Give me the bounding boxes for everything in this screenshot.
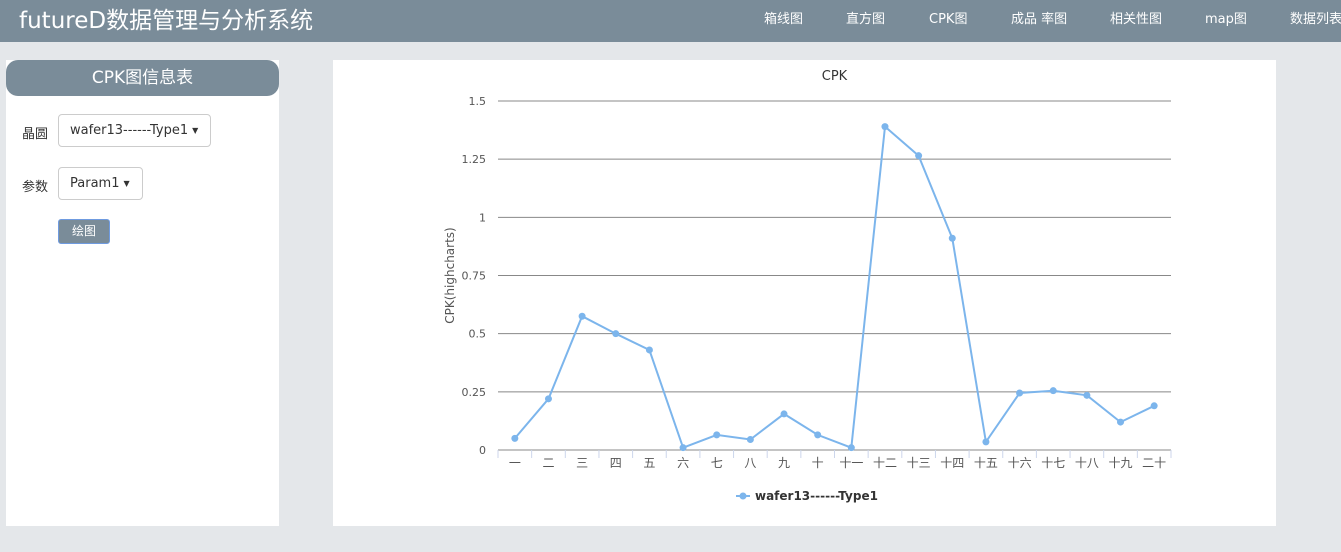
top-navbar: futureD数据管理与分析系统 箱线图 直方图 CPK图 成品 率图 相关性图…	[0, 0, 1341, 42]
x-tick-label: 二	[542, 456, 554, 470]
data-point[interactable]	[1016, 389, 1024, 397]
param-select-value: Param1	[70, 176, 120, 191]
nav-menu: 箱线图 直方图 CPK图 成品 率图 相关性图 map图 数据列表	[0, 0, 1341, 42]
y-tick-label: 0.5	[469, 328, 487, 341]
x-tick-label: 十七	[1041, 456, 1065, 470]
cpk-line-chart: CPK00.250.50.7511.251.5一二三四五六七八九十十一 十二 十三十…	[443, 69, 1172, 503]
legend-marker	[739, 492, 747, 500]
x-tick-label: 十一	[839, 456, 863, 470]
cpk-info-panel: CPK图信息表 晶圆 wafer13------Type1 ▼ 参数 Param1…	[6, 60, 279, 526]
y-axis-label: CPK(highcharts)	[443, 227, 457, 323]
data-point[interactable]	[780, 410, 788, 418]
data-point[interactable]	[511, 434, 519, 442]
nav-item-cpk[interactable]: CPK图	[929, 12, 968, 27]
x-tick-label: 五	[643, 456, 655, 470]
data-point[interactable]	[713, 431, 721, 439]
x-tick-label: 十八	[1075, 456, 1099, 470]
chart-title: CPK	[822, 69, 848, 84]
panel-title: CPK图信息表	[6, 60, 279, 96]
data-point[interactable]	[1150, 402, 1158, 410]
param-select[interactable]: Param1 ▼	[58, 167, 143, 200]
y-tick-label: 0	[479, 444, 486, 457]
caret-down-icon: ▼	[192, 126, 199, 135]
y-tick-label: 1.5	[469, 95, 487, 108]
nav-item-data-list[interactable]: 数据列表	[1290, 12, 1341, 27]
y-tick-label: 1.25	[462, 153, 487, 166]
data-point[interactable]	[982, 438, 990, 446]
x-tick-label: 六	[677, 456, 689, 470]
x-tick-label: 十四	[940, 456, 964, 470]
x-tick-label: 七	[711, 456, 723, 470]
data-point[interactable]	[679, 444, 687, 452]
x-tick-label: 三	[576, 456, 588, 470]
wafer-select[interactable]: wafer13------Type1 ▼	[58, 114, 212, 147]
y-tick-label: 1	[479, 211, 486, 224]
nav-item-histogram[interactable]: 直方图	[846, 12, 886, 27]
y-tick-label: 0.25	[462, 386, 487, 399]
x-tick-label: 十二	[873, 456, 897, 470]
data-point[interactable]	[881, 123, 889, 131]
data-point[interactable]	[1083, 391, 1091, 399]
chart-container: CPK 0 0.25 0.5 0.75 1 1.25 1.5 一二三四五六七八九十十一 十二 十三十…	[333, 60, 1276, 526]
data-point[interactable]	[578, 312, 586, 320]
x-tick-label: 十九	[1109, 456, 1133, 470]
nav-item-correlation[interactable]: 相关性图	[1110, 12, 1163, 27]
param-label: 参数	[22, 180, 49, 195]
series-line	[514, 124, 1155, 450]
x-tick-label: 一	[509, 456, 521, 470]
x-tick-label: 十六	[1008, 456, 1032, 470]
x-tick-label: 四	[610, 456, 622, 470]
x-tick-label: 十三	[907, 456, 931, 470]
data-point[interactable]	[1117, 418, 1125, 426]
nav-item-map[interactable]: map图	[1205, 12, 1247, 27]
wafer-select-value: wafer13------Type1	[70, 123, 189, 138]
x-tick-label: 八	[744, 456, 756, 470]
nav-item-boxplot[interactable]: 箱线图	[764, 12, 804, 27]
x-tick-label: 九	[778, 456, 790, 470]
caret-down-icon: ▼	[123, 179, 130, 188]
data-point[interactable]	[948, 234, 956, 242]
y-tick-label: 0.75	[462, 270, 487, 283]
app-title[interactable]: futureD数据管理与分析系统	[19, 8, 314, 34]
data-point[interactable]	[915, 152, 923, 160]
x-tick-label: 十	[812, 456, 824, 470]
data-point[interactable]	[814, 431, 822, 439]
x-tick-label: 二十	[1142, 456, 1166, 470]
x-tick-label: 十五	[974, 456, 998, 470]
data-point[interactable]	[1049, 387, 1057, 395]
data-point[interactable]	[645, 346, 653, 354]
nav-item-yield[interactable]: 成品 率图	[1011, 12, 1068, 27]
draw-button[interactable]: 绘图	[58, 219, 110, 244]
data-point[interactable]	[612, 330, 620, 338]
data-point[interactable]	[847, 444, 855, 452]
data-point[interactable]	[544, 395, 552, 403]
data-point[interactable]	[746, 436, 754, 444]
legend-label[interactable]: wafer13------Type1	[755, 489, 878, 503]
wafer-label: 晶圆	[22, 127, 49, 142]
